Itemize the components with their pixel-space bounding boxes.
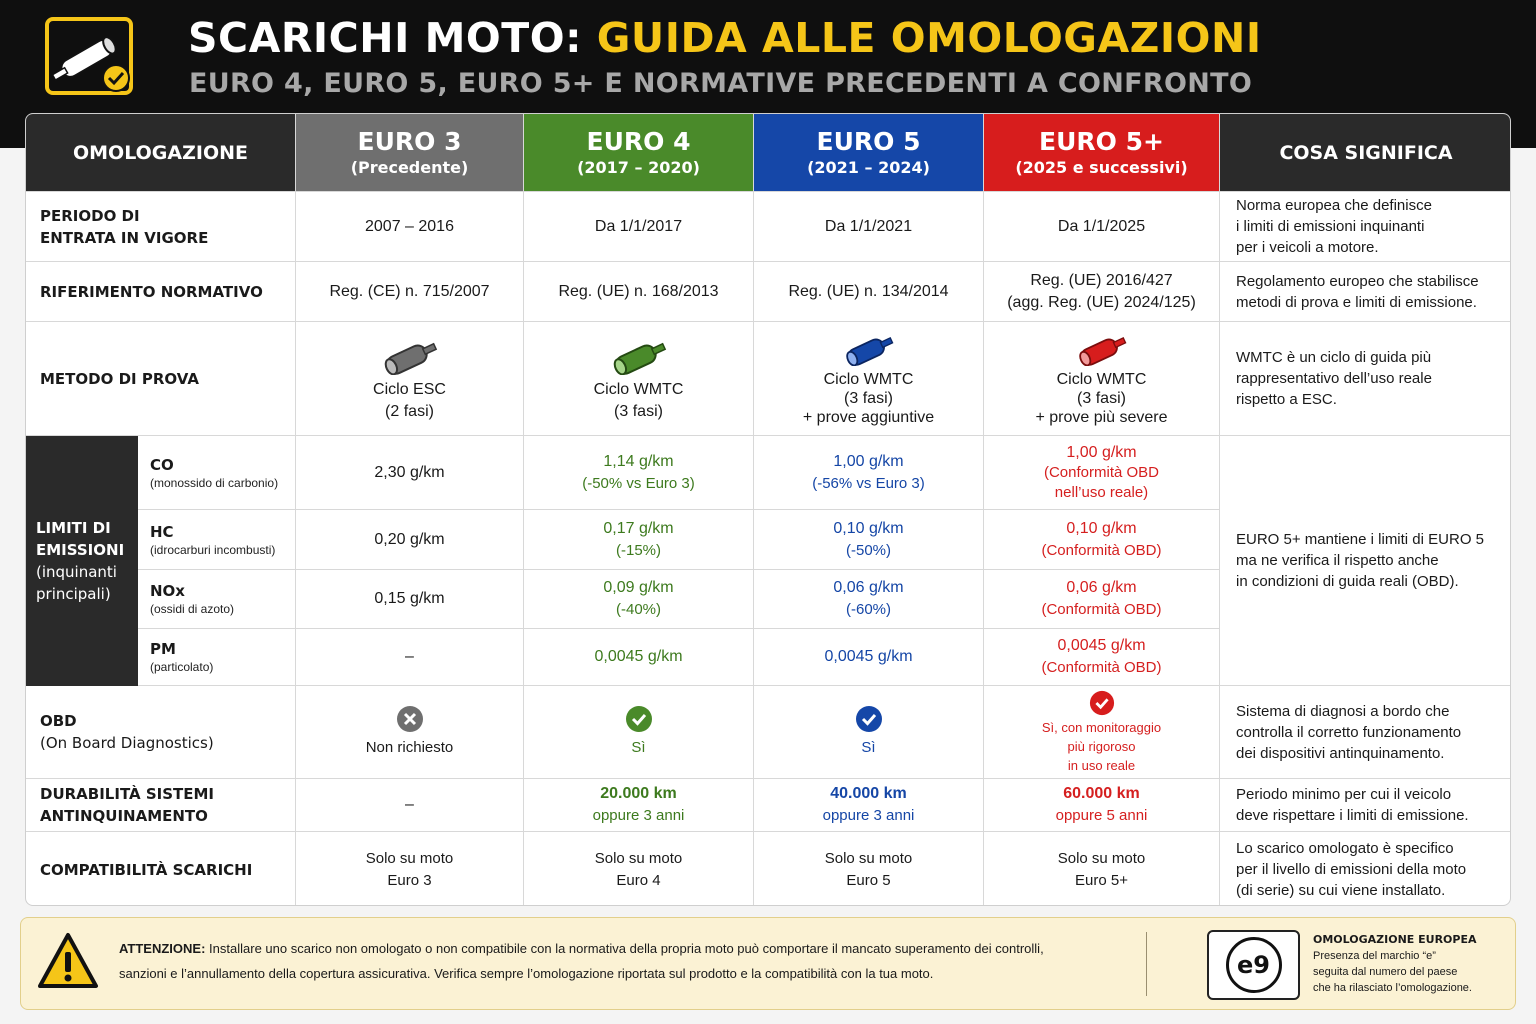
riferimento-euro5: Reg. (UE) n. 134/2014 bbox=[754, 262, 984, 322]
page-subtitle: EURO 4, EURO 5, EURO 5+ E NORMATIVE PREC… bbox=[189, 68, 1253, 99]
header-omologazione: OMOLOGAZIONE bbox=[26, 114, 296, 192]
header-euro4: EURO 4 (2017 – 2020) bbox=[524, 114, 754, 192]
pollutant-nox: NOx (ossidi di azoto) bbox=[138, 570, 296, 629]
hc-euro5: 0,10 g/km (-50%) bbox=[754, 510, 984, 570]
riferimento-euro5plus: Reg. (UE) 2016/427 (agg. Reg. (UE) 2024/… bbox=[984, 262, 1220, 322]
warning-triangle-icon bbox=[38, 933, 98, 988]
durabilita-euro3: – bbox=[296, 779, 524, 832]
periodo-euro5plus: Da 1/1/2025 bbox=[984, 192, 1220, 262]
warning-text: ATTENZIONE: Installare uno scarico non o… bbox=[119, 941, 1044, 981]
metodo-euro5plus: Ciclo WMTC (3 fasi) + prove più severe bbox=[984, 322, 1220, 436]
hc-euro5plus: 0,10 g/km (Conformità OBD) bbox=[984, 510, 1220, 570]
co-euro3: 2,30 g/km bbox=[296, 436, 524, 510]
nox-euro3: 0,15 g/km bbox=[296, 570, 524, 629]
exhaust-check-icon bbox=[45, 17, 133, 95]
obd-euro5plus: Sì, con monitoraggio più rigoroso in uso… bbox=[984, 686, 1220, 779]
pm-euro5plus: 0,0045 g/km (Conformità OBD) bbox=[984, 629, 1220, 686]
comparison-table: OMOLOGAZIONE EURO 3 (Precedente) EURO 4 … bbox=[25, 113, 1511, 906]
pm-euro5: 0,0045 g/km bbox=[754, 629, 984, 686]
compatibilita-euro4: Solo su moto Euro 4 bbox=[524, 832, 754, 905]
nox-euro5: 0,06 g/km (-60%) bbox=[754, 570, 984, 629]
co-euro4: 1,14 g/km (-50% vs Euro 3) bbox=[524, 436, 754, 510]
obd-euro5: Sì bbox=[754, 686, 984, 779]
check-circle-icon bbox=[855, 706, 882, 732]
exhaust-icon bbox=[384, 342, 437, 375]
limiti-desc: EURO 5+ mantiene i limiti di EURO 5 ma n… bbox=[1220, 436, 1510, 686]
header-meaning: COSA SIGNIFICA bbox=[1220, 114, 1510, 192]
durabilita-desc: Periodo minimo per cui il veicolo deve r… bbox=[1220, 779, 1510, 832]
header-euro3: EURO 3 (Precedente) bbox=[296, 114, 524, 192]
check-circle-icon bbox=[625, 706, 652, 732]
compatibilita-euro3: Solo su moto Euro 3 bbox=[296, 832, 524, 905]
compatibilita-desc: Lo scarico omologato è specifico per il … bbox=[1236, 840, 1467, 899]
exhaust-icon bbox=[1078, 337, 1126, 366]
e9-mark: e9 bbox=[1207, 930, 1300, 1000]
row-label-metodo: METODO DI PROVA bbox=[26, 322, 296, 436]
periodo-euro4: Da 1/1/2017 bbox=[524, 192, 754, 262]
e9-mark-text: e9 bbox=[1225, 937, 1282, 993]
durabilita-euro5: 40.000 km oppure 3 anni bbox=[754, 779, 984, 832]
pollutant-co: CO (monossido di carbonio) bbox=[138, 436, 296, 510]
pm-euro3: – bbox=[296, 629, 524, 686]
periodo-euro5: Da 1/1/2021 bbox=[754, 192, 984, 262]
riferimento-euro3: Reg. (CE) n. 715/2007 bbox=[296, 262, 524, 322]
obd-desc: Sistema di diagnosi a bordo che controll… bbox=[1220, 686, 1510, 779]
pollutant-hc: HC (idrocarburi incombusti) bbox=[138, 510, 296, 570]
metodo-euro3: Ciclo ESC (2 fasi) bbox=[296, 322, 524, 436]
pollutant-pm: PM (particolato) bbox=[138, 629, 296, 686]
durabilita-euro5plus: 60.000 km oppure 5 anni bbox=[984, 779, 1220, 832]
pm-euro4: 0,0045 g/km bbox=[524, 629, 754, 686]
header-euro5plus: EURO 5+ (2025 e successivi) bbox=[984, 114, 1220, 192]
footer-divider bbox=[1146, 932, 1147, 996]
hc-euro3: 0,20 g/km bbox=[296, 510, 524, 570]
obd-euro3: Non richiesto bbox=[296, 686, 524, 779]
durabilita-euro4: 20.000 km oppure 3 anni bbox=[524, 779, 754, 832]
e9-description: OMOLOGAZIONE EUROPEA Presenza del marchi… bbox=[1313, 933, 1477, 994]
periodo-euro3: 2007 – 2016 bbox=[296, 192, 524, 262]
row-label-riferimento: RIFERIMENTO NORMATIVO bbox=[26, 262, 296, 322]
row-label-periodo: PERIODO DI ENTRATA IN VIGORE bbox=[26, 192, 296, 262]
hc-euro4: 0,17 g/km (-15%) bbox=[524, 510, 754, 570]
row-label-obd: OBD (On Board Diagnostics) bbox=[26, 686, 296, 779]
metodo-euro5: Ciclo WMTC (3 fasi) + prove aggiuntive bbox=[754, 322, 984, 436]
check-circle-icon bbox=[1089, 690, 1114, 715]
page-title: SCARICHI MOTO: GUIDA ALLE OMOLOGAZIONI bbox=[188, 14, 1262, 62]
co-euro5: 1,00 g/km (-56% vs Euro 3) bbox=[754, 436, 984, 510]
exhaust-icon bbox=[845, 337, 893, 366]
obd-euro4: Sì bbox=[524, 686, 754, 779]
metodo-euro4: Ciclo WMTC (3 fasi) bbox=[524, 322, 754, 436]
limits-label: LIMITI DI EMISSIONI (inquinanti principa… bbox=[26, 436, 138, 686]
metodo-desc: WMTC è un ciclo di guida più rappresenta… bbox=[1220, 322, 1510, 436]
co-euro5plus: 1,00 g/km (Conformità OBD nell’uso reale… bbox=[984, 436, 1220, 510]
row-label-compatibilita: COMPATIBILITÀ SCARICHI bbox=[26, 832, 296, 905]
riferimento-euro4: Reg. (UE) n. 168/2013 bbox=[524, 262, 754, 322]
compatibilita-euro5: Solo su moto Euro 5 bbox=[754, 832, 984, 905]
periodo-desc: Norma europea che definisce i limiti di … bbox=[1220, 192, 1510, 262]
nox-euro4: 0,09 g/km (-40%) bbox=[524, 570, 754, 629]
row-label-durabilita: DURABILITÀ SISTEMI ANTINQUINAMENTO bbox=[26, 779, 296, 832]
riferimento-desc: Regolamento europeo che stabilisce metod… bbox=[1220, 262, 1510, 322]
exhaust-icon bbox=[613, 342, 666, 375]
header-euro5: EURO 5 (2021 – 2024) bbox=[754, 114, 984, 192]
x-circle-icon bbox=[396, 706, 423, 732]
compatibilita-euro5plus: Solo su moto Euro 5+ bbox=[984, 832, 1220, 905]
warning-footer: ATTENZIONE: Installare uno scarico non o… bbox=[20, 917, 1516, 1010]
nox-euro5plus: 0,06 g/km (Conformità OBD) bbox=[984, 570, 1220, 629]
